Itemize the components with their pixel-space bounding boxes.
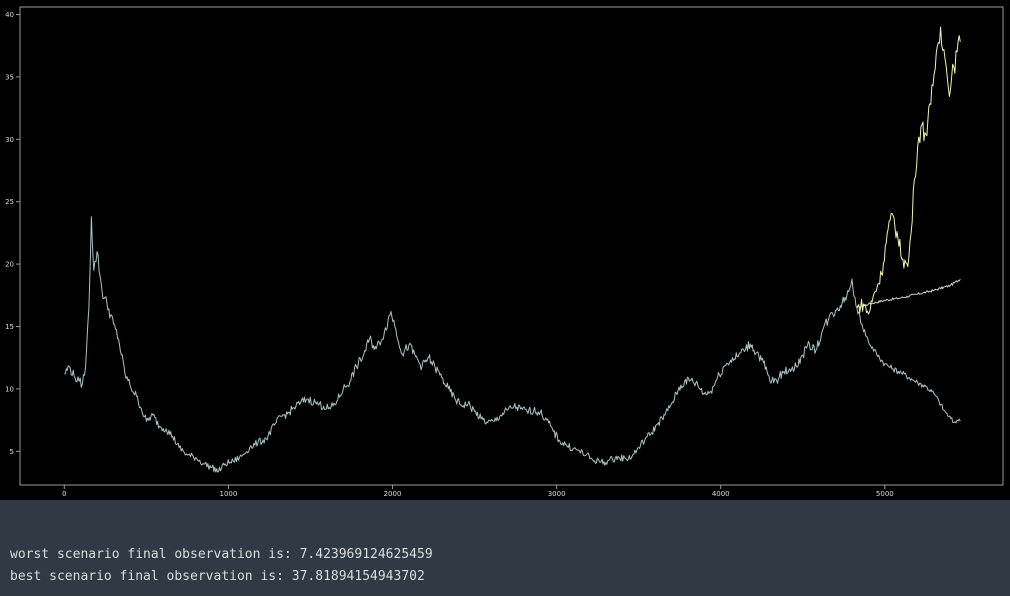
best-series-line <box>856 26 961 315</box>
x-tick-label: 4000 <box>712 490 730 498</box>
y-tick-label: 35 <box>5 73 14 81</box>
x-tick-label: 1000 <box>220 490 238 498</box>
x-axis: 0 1000 2000 3000 4000 5000 <box>62 485 894 498</box>
plot-frame <box>19 6 1004 486</box>
y-axis: 5 10 15 20 25 30 35 40 <box>5 11 20 456</box>
history-series-line <box>64 216 858 473</box>
y-tick-label: 5 <box>10 448 14 456</box>
chart-figure: 0 1000 2000 3000 4000 5000 5 10 15 20 25 30 35 40 <box>0 0 1010 500</box>
x-tick-label: 2000 <box>384 490 402 498</box>
worst-scenario-text: worst scenario final observation is: 7.4… <box>10 547 433 562</box>
y-tick-label: 25 <box>5 198 14 206</box>
x-tick-label: 5000 <box>876 490 894 498</box>
best-scenario-text: best scenario final observation is: 37.8… <box>10 569 425 584</box>
y-tick-label: 30 <box>5 136 14 144</box>
series-layer <box>64 26 961 473</box>
x-tick-label: 0 <box>62 490 66 498</box>
console-output: worst scenario final observation is: 7.4… <box>10 544 433 588</box>
y-tick-label: 40 <box>5 11 14 19</box>
median-series-line <box>856 278 961 309</box>
x-tick-label: 3000 <box>548 490 566 498</box>
y-tick-label: 20 <box>5 261 14 269</box>
y-tick-label: 15 <box>5 323 14 331</box>
worst-series-line <box>856 307 961 424</box>
y-tick-label: 10 <box>5 385 14 393</box>
line-chart: 0 1000 2000 3000 4000 5000 5 10 15 20 25 30 35 40 <box>5 6 1004 498</box>
